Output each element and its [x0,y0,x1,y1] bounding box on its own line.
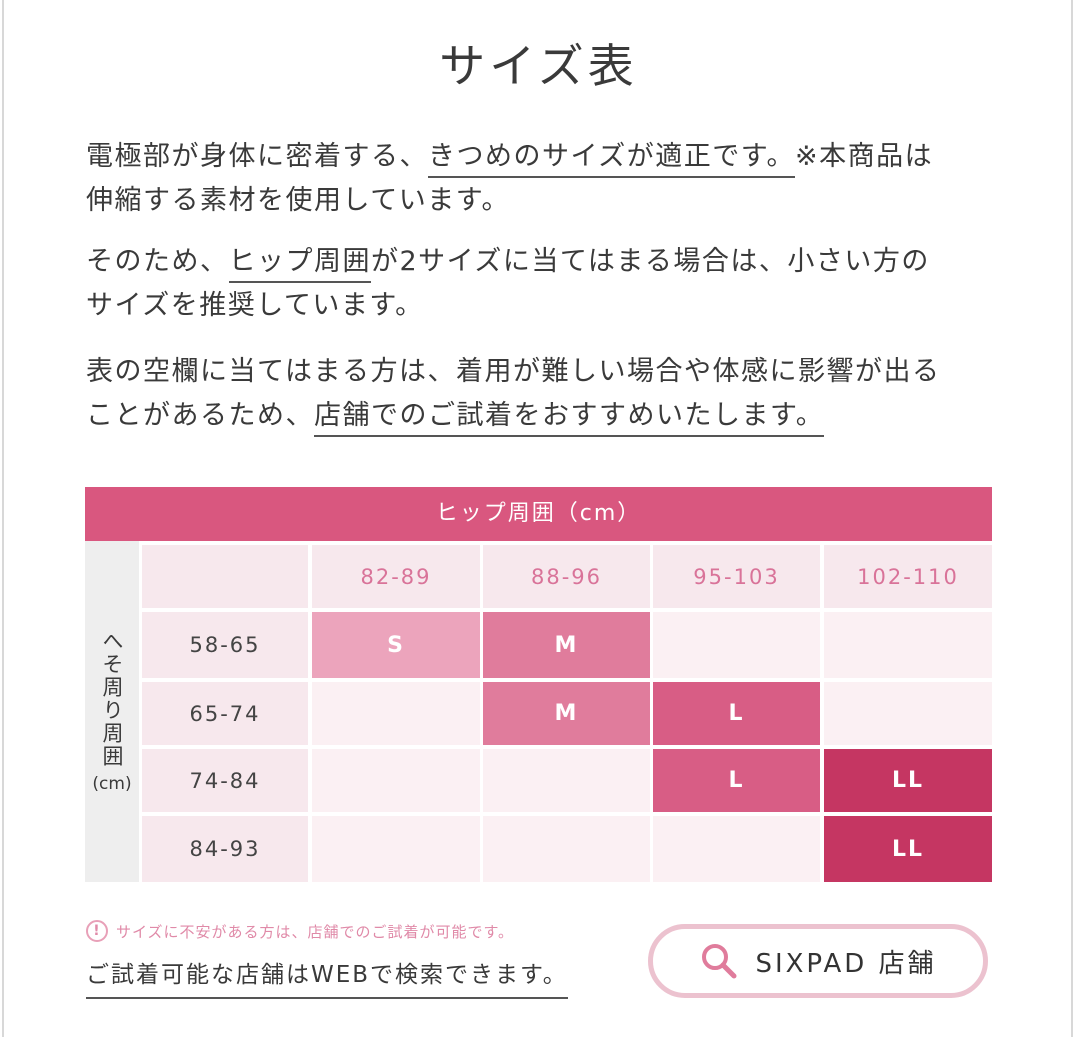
empty-cell [483,816,650,882]
paragraph-line: 伸縮する素材を使用しています。 [86,179,933,223]
text: ことがあるため、 [86,400,314,431]
size-cell: LL [824,816,992,882]
paragraph-line: ことがあるため、店舗でのご試着をおすすめいたします。 [86,394,940,438]
empty-cell [483,749,650,812]
empty-cell [824,682,992,745]
row-header: 74-84 [142,749,308,812]
text: 電極部が身体に密着する、 [86,141,428,172]
paragraph-line: そのため、ヒップ周囲が2サイズに当てはまる場合は、小さい方の [86,240,930,284]
size-cell: LL [824,749,992,812]
text: が2サイズに当てはまる場合は、小さい方の [371,246,930,277]
note: ! サイズに不安がある方は、店舗でのご試着が可能です。 [86,920,514,942]
underlined-text: きつめのサイズが適正です。 [428,141,795,178]
paragraph: 電極部が身体に密着する、きつめのサイズが適正です。※本商品は伸縮する素材を使用し… [86,135,933,223]
size-table: ヒップ周囲（cm） へそ周り周囲 (cm) 82-89 88-96 95-103 10… [85,487,992,882]
paragraph-line: 電極部が身体に密着する、きつめのサイズが適正です。※本商品は [86,135,933,179]
empty-cell [312,749,480,812]
column-group: ヒップ周囲（cm） [85,487,992,541]
underlined-text: 店舗でのご試着をおすすめいたします。 [314,400,825,437]
row-group-unit: (cm) [92,773,132,794]
note-link[interactable]: ご試着可能な店舗はWEBで検索できます。 [86,955,568,999]
paragraph: 表の空欄に当てはまる方は、着用が難しい場合や体感に影響が出る ことがあるため、店舗… [86,350,940,438]
empty-cell [653,612,820,678]
paragraph-line: サイズを推奨しています。 [86,284,930,328]
empty-cell [653,816,820,882]
size-cell: L [653,749,820,812]
store-search-button[interactable]: SIXPAD 店舗 [648,924,988,998]
column-header: 95-103 [653,545,820,608]
column-header: 82-89 [312,545,480,608]
button-label: SIXPAD 店舗 [755,948,937,979]
empty-cell [824,612,992,678]
empty-cell [312,816,480,882]
row-group-label: へそ周り周囲 [100,629,124,768]
text: そのため、 [86,246,229,277]
text: 伸縮する素材を使用しています。 [86,185,510,216]
title: サイズ表 [439,39,638,93]
column-header: 102-110 [824,545,992,608]
search-icon [702,944,737,979]
size-cell: M [483,682,650,745]
column-header: 88-96 [483,545,650,608]
size-cell: M [483,612,650,678]
empty-cell [312,682,480,745]
size-cell: S [312,612,480,678]
note-text: サイズに不安がある方は、店舗でのご試着が可能です。 [116,922,515,941]
underlined-text: ヒップ周囲 [228,246,371,283]
paragraph-line: 表の空欄に当てはまる方は、着用が難しい場合や体感に影響が出る [86,350,940,394]
text: ※本商品は [795,141,934,172]
table-grid: へそ周り周囲 (cm) 82-89 88-96 95-103 102-110 58-65… [85,541,992,882]
text: 表の空欄に当てはまる方は、着用が難しい場合や体感に影響が出る [86,356,941,387]
corner-cell [142,545,308,608]
text: サイズを推奨しています。 [86,290,424,321]
size-cell: L [653,682,820,745]
row-header: 65-74 [142,682,308,745]
row-header: 84-93 [142,816,308,882]
info-icon: ! [86,920,108,942]
row-group: へそ周り周囲 (cm) [85,541,139,882]
row-header: 58-65 [142,612,308,678]
paragraph: そのため、ヒップ周囲が2サイズに当てはまる場合は、小さい方のサイズを推奨していま… [86,240,930,328]
